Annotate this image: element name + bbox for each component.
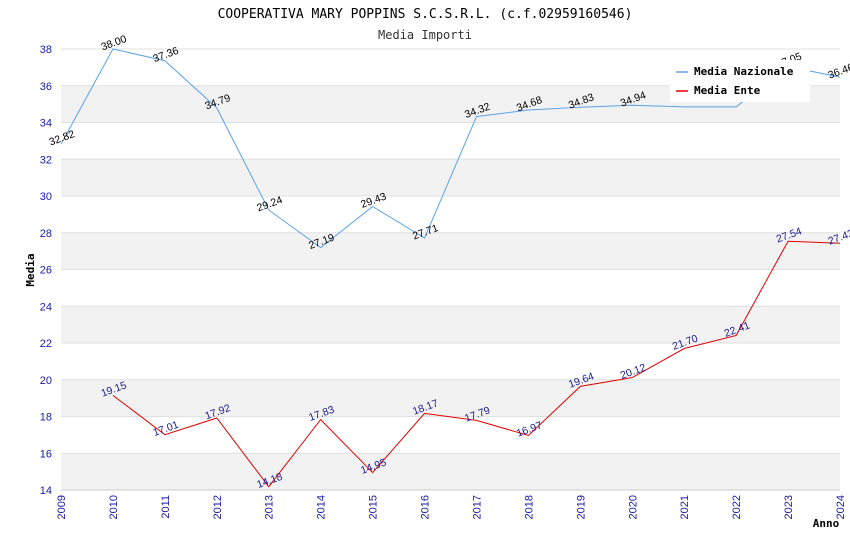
x-tick-label: 2019	[575, 495, 587, 519]
series-lines	[60, 48, 841, 488]
x-tick-label: 2012	[212, 495, 224, 519]
y-tick-label: 14	[40, 485, 52, 497]
x-axis-label: Anno	[813, 517, 840, 530]
grid-bands	[61, 48, 840, 491]
grid-band	[61, 416, 840, 454]
legend-label-nazionale: Media Nazionale	[694, 65, 794, 78]
y-tick-label: 20	[40, 375, 52, 387]
x-tick-label: 2017	[471, 495, 483, 519]
grid-band	[61, 269, 840, 307]
x-tick-label: 2016	[420, 495, 432, 519]
y-tick-label: 24	[40, 301, 52, 313]
chart-title: COOPERATIVA MARY POPPINS S.C.S.R.L. (c.f…	[218, 7, 633, 22]
x-tick-label: 2010	[108, 495, 120, 519]
grid-band	[61, 232, 840, 270]
y-tick-label: 28	[40, 228, 52, 240]
grid-band	[61, 453, 840, 490]
y-tick-label: 22	[40, 338, 52, 350]
legend-box	[670, 60, 810, 102]
grid-band	[61, 122, 840, 160]
grid-band	[61, 306, 840, 343]
y-tick-label: 26	[40, 265, 52, 277]
x-tick-label: 2009	[56, 495, 68, 519]
y-axis-ticks: 14 16 18 20 22 24 26 28 30 32 34 36 38	[40, 44, 52, 497]
y-tick-label: 18	[40, 412, 52, 424]
legend: Media Nazionale Media Ente	[670, 60, 810, 102]
x-tick-label: 2021	[679, 495, 691, 519]
series-line-0	[60, 48, 841, 249]
x-tick-label: 2022	[731, 495, 743, 519]
y-axis-label: Media	[24, 253, 37, 286]
y-tick-label: 30	[40, 191, 52, 203]
x-tick-label: 2024	[835, 495, 847, 519]
x-tick-label: 2020	[627, 495, 639, 519]
x-tick-label: 2018	[523, 495, 535, 519]
series-line-1	[112, 240, 841, 488]
y-tick-label: 32	[40, 154, 52, 166]
x-tick-label: 2011	[160, 495, 172, 519]
x-axis-ticks: 2009 2010 2011 2012 2013 2014 2015 2016 2017 2018…	[56, 495, 847, 519]
grid-band	[61, 343, 840, 380]
y-tick-label: 34	[40, 118, 52, 130]
y-tick-label: 38	[40, 44, 52, 56]
legend-label-ente: Media Ente	[694, 84, 761, 97]
chart-subtitle: Media Importi	[378, 28, 472, 42]
x-tick-label: 2014	[316, 495, 328, 519]
y-tick-label: 36	[40, 81, 52, 93]
x-tick-label: 2015	[368, 495, 380, 519]
y-tick-label: 16	[40, 448, 52, 460]
grid-band	[61, 379, 840, 417]
x-tick-label: 2013	[264, 495, 276, 519]
x-tick-label: 2023	[783, 495, 795, 519]
grid-band	[61, 196, 840, 233]
